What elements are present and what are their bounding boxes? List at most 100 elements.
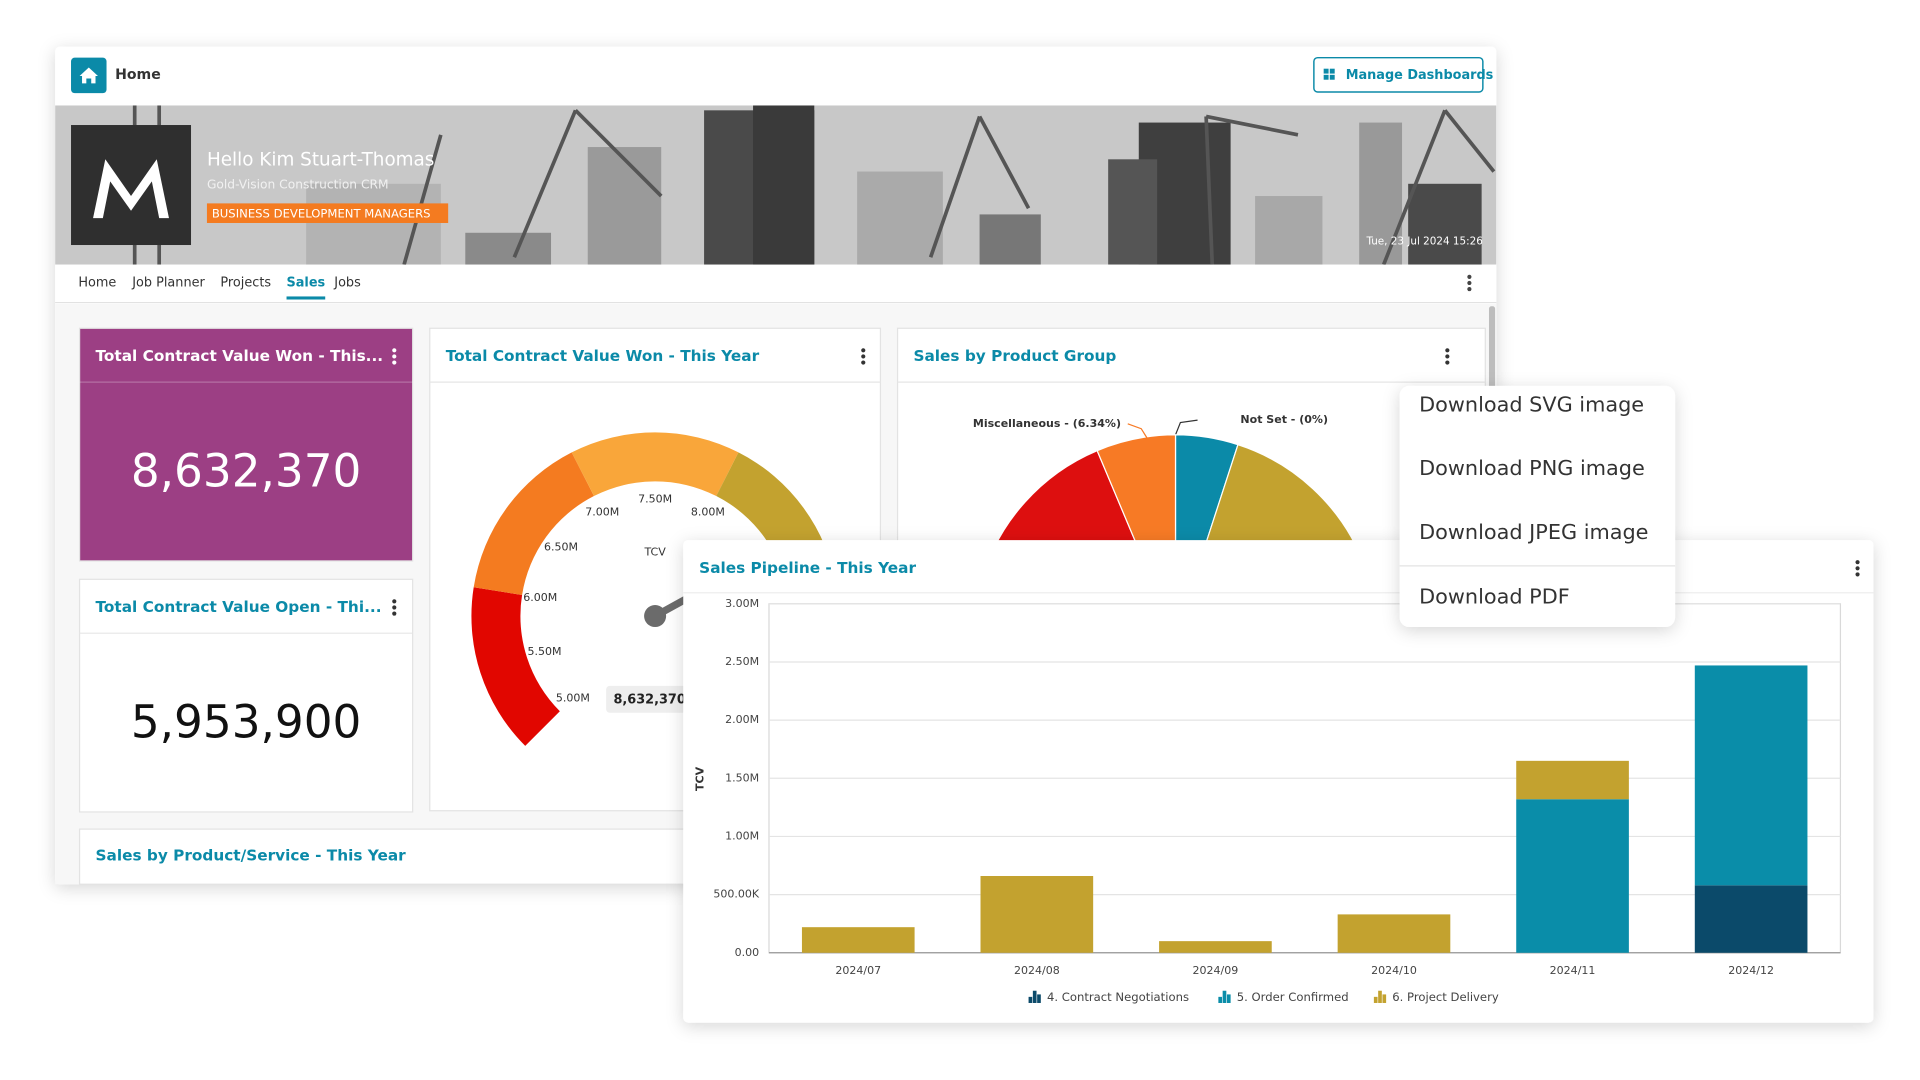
- crane-silhouette: [402, 134, 443, 265]
- gauge-tick-label: 6.00M: [523, 591, 557, 604]
- building-silhouette: [979, 214, 1041, 265]
- button-icon: [1329, 74, 1335, 80]
- manage-dashboards-button[interactable]: [1313, 56, 1484, 93]
- kebab-menu[interactable]: [1467, 274, 1472, 292]
- crane-silhouette: [1443, 109, 1496, 173]
- gauge-band: [471, 587, 560, 746]
- gauge-tick-label: 5.00M: [556, 691, 590, 704]
- bar-segment: [1159, 941, 1272, 953]
- y-tick-label: 1.50M: [725, 771, 759, 784]
- crane-silhouette: [977, 115, 1031, 210]
- kebab-dot: [392, 354, 397, 359]
- gauge-tick-label: 7.00M: [585, 505, 619, 518]
- banner: [55, 105, 1497, 265]
- kpi-title: Total Contract Value Won - This...: [96, 347, 384, 365]
- menu-item[interactable]: Download SVG image: [1419, 392, 1644, 416]
- greeting: Hello Kim Stuart-Thomas: [207, 150, 434, 171]
- kebab-dot: [861, 354, 866, 359]
- legend-label: 6. Project Delivery: [1392, 990, 1499, 1004]
- legend-icon: [1032, 990, 1037, 1003]
- logo-glyph: [93, 159, 169, 219]
- y-tick-label: 1.00M: [725, 829, 759, 842]
- gauge-band: [473, 452, 594, 595]
- kebab-menu[interactable]: [392, 348, 397, 365]
- tab-underline: [286, 296, 326, 300]
- building-silhouette: [1255, 196, 1323, 265]
- y-tick-label: 2.50M: [725, 655, 759, 668]
- bar-segment: [1694, 665, 1808, 886]
- legend-icon: [1222, 990, 1227, 1003]
- kpi-value: 8,632,370: [131, 445, 362, 498]
- gauge-value-box: [606, 685, 692, 713]
- legend-icon: [1218, 996, 1223, 1003]
- tab[interactable]: Home: [78, 275, 116, 290]
- product-service-widget: [78, 828, 693, 885]
- crane-silhouette: [574, 109, 663, 198]
- x-tick-label: 2024/08: [1014, 964, 1060, 977]
- y-tick-label: 3.00M: [725, 597, 759, 610]
- tab[interactable]: Jobs: [333, 275, 361, 290]
- legend-item[interactable]: 5. Order Confirmed: [1218, 990, 1349, 1004]
- kebab-dot: [392, 605, 397, 610]
- kebab-dot: [1467, 287, 1472, 292]
- gauge-pivot: [644, 605, 667, 628]
- role-badge: [206, 203, 449, 223]
- bar-segment: [1516, 760, 1629, 800]
- building-silhouette: [753, 105, 815, 265]
- kebab-dot: [1855, 572, 1860, 577]
- x-tick-label: 2024/12: [1728, 964, 1774, 977]
- kebab-menu[interactable]: [861, 348, 866, 365]
- kebab-dot: [392, 348, 397, 353]
- tab[interactable]: Job Planner: [131, 275, 205, 290]
- legend-item[interactable]: 6. Project Delivery: [1373, 990, 1499, 1004]
- legend-icon: [1378, 990, 1382, 1003]
- bar-segment: [1516, 799, 1629, 953]
- y-tick-label: 500.00K: [713, 888, 760, 901]
- kebab-menu[interactable]: [1445, 348, 1450, 365]
- gauge-tick-label: 8.00M: [691, 505, 725, 518]
- building-silhouette: [465, 232, 552, 265]
- kpi-title: Total Contract Value Open - Thi...: [96, 598, 382, 616]
- kebab-dot: [1467, 280, 1472, 286]
- menu-item[interactable]: Download JPEG image: [1419, 520, 1648, 544]
- button-icon: [1323, 74, 1329, 80]
- kebab-dot: [1445, 354, 1450, 359]
- bar-segment: [1337, 914, 1451, 953]
- gauge-tick-label: 7.50M: [638, 493, 672, 506]
- gauge-axis-label: TCV: [643, 545, 666, 558]
- building-silhouette: [857, 171, 943, 265]
- menu-item[interactable]: Download PDF: [1419, 585, 1570, 609]
- legend-icon: [1373, 996, 1378, 1003]
- kpi-value: 5,953,900: [131, 696, 362, 749]
- pie-label: Not Set - (0%): [1240, 413, 1328, 426]
- kpi-tile: [78, 578, 414, 813]
- menu-item[interactable]: Download PNG image: [1419, 456, 1645, 480]
- y-axis-label: TCV: [693, 766, 706, 791]
- company: Gold-Vision Construction CRM: [207, 178, 389, 192]
- kebab-dot: [861, 360, 866, 365]
- datetime: Tue, 23 Jul 2024 15:26: [1365, 235, 1482, 247]
- x-tick-label: 2024/10: [1371, 964, 1417, 977]
- logo: [71, 125, 192, 246]
- kebab-dot: [392, 611, 397, 616]
- widget-title: Total Contract Value Won - This Year: [446, 347, 760, 365]
- legend-label: 4. Contract Negotiations: [1047, 990, 1189, 1004]
- legend-label: 5. Order Confirmed: [1237, 990, 1349, 1004]
- kebab-dot: [1855, 566, 1860, 571]
- kebab-dot: [1445, 360, 1450, 365]
- legend-item[interactable]: 4. Contract Negotiations: [1028, 990, 1189, 1004]
- kebab-menu[interactable]: [1855, 560, 1860, 577]
- bar-segment: [801, 927, 915, 953]
- button-label: Manage Dashboards: [1346, 68, 1494, 83]
- bar-segment: [980, 876, 1094, 953]
- tab[interactable]: Projects: [220, 275, 271, 290]
- pie-label: Miscellaneous - (6.34%): [973, 417, 1121, 430]
- building-silhouette: [306, 183, 441, 265]
- widget-title: Sales Pipeline - This Year: [699, 559, 916, 577]
- kebab-menu[interactable]: [392, 599, 397, 616]
- crane-silhouette: [928, 115, 982, 258]
- tab[interactable]: Sales: [287, 275, 326, 290]
- crane-silhouette: [512, 109, 578, 258]
- home-glyph: [79, 67, 98, 84]
